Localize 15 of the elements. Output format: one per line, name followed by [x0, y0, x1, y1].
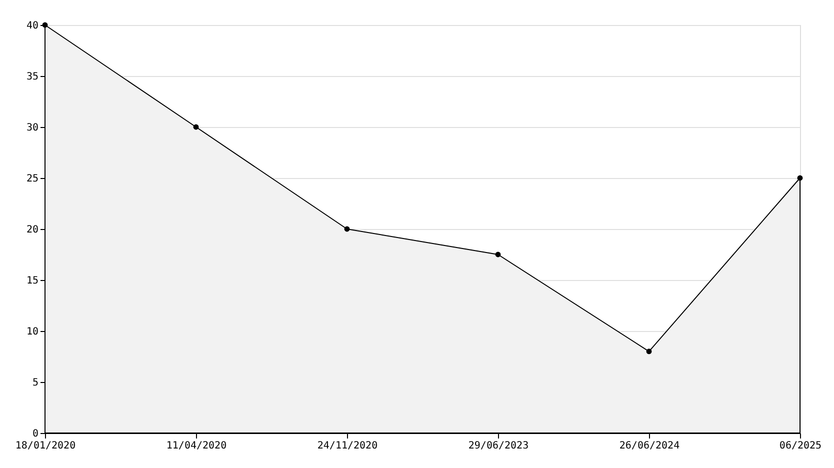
- x-tick-label: 11/04/2020: [166, 440, 227, 452]
- y-tick-label: 0: [32, 428, 38, 440]
- x-tick-label: 26/06/2024: [619, 440, 680, 452]
- y-tick-label: 5: [32, 378, 38, 388]
- y-tick-label: 20: [26, 224, 38, 236]
- x-tick-label: 06/2025: [779, 440, 822, 452]
- x-tick-label: 29/06/2023: [468, 440, 529, 452]
- y-tick-label: 30: [26, 122, 38, 134]
- y-tick-label: 35: [26, 72, 38, 82]
- y-tick-label: 15: [26, 276, 38, 286]
- x-tick-label: 18/01/2020: [15, 440, 76, 452]
- y-tick-label: 25: [26, 174, 38, 184]
- y-tick-label: 10: [26, 326, 38, 338]
- y-tick-label: 40: [26, 20, 38, 32]
- x-tick-label: 24/11/2020: [317, 440, 378, 452]
